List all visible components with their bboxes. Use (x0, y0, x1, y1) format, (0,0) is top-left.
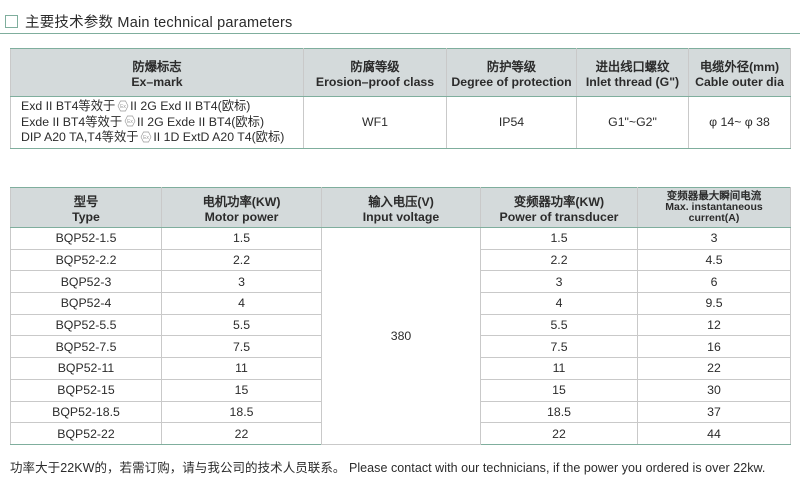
svg-text:Ex: Ex (127, 119, 133, 125)
svg-text:Ex: Ex (120, 104, 126, 110)
svg-text:Ex: Ex (143, 135, 149, 141)
